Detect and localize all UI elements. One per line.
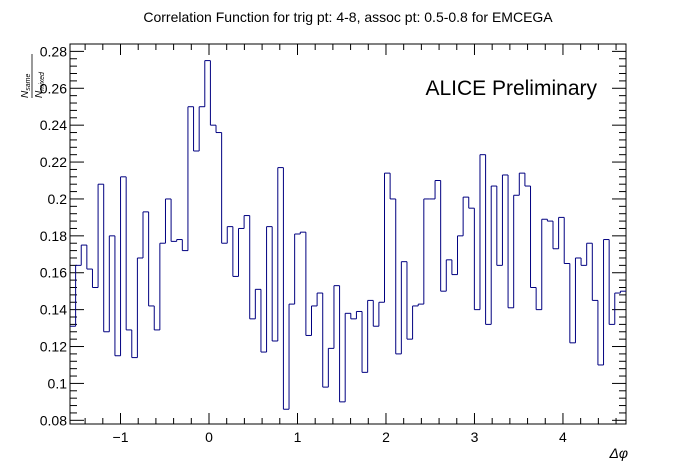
y-tick-label: 0.28 — [40, 43, 67, 59]
y-tick-label: 0.26 — [40, 80, 67, 96]
x-tick-label: 4 — [559, 429, 567, 445]
y-axis-title-numerator: Nsame — [20, 74, 32, 98]
y-tick-label: 0.24 — [40, 117, 67, 133]
y-title-den-symbol: N — [34, 90, 45, 98]
y-tick-label: 0.08 — [40, 412, 67, 428]
y-tick-label: 0.12 — [40, 339, 67, 355]
y-title-num-subscript: same — [25, 74, 32, 91]
y-tick-label: 0.1 — [48, 375, 68, 391]
y-tick-label: 0.18 — [40, 228, 67, 244]
x-tick-label: −1 — [113, 429, 129, 445]
chart-title: Correlation Function for trig pt: 4-8, a… — [143, 9, 553, 25]
y-title-num-symbol: N — [20, 90, 31, 98]
y-tick-label: 0.2 — [48, 191, 68, 207]
alice-preliminary-label: ALICE Preliminary — [425, 77, 597, 100]
x-tick-label: 3 — [471, 429, 479, 445]
y-tick-label: 0.16 — [40, 265, 67, 281]
plot-frame — [69, 43, 627, 425]
y-tick-label: 0.22 — [40, 154, 67, 170]
x-tick-label: 0 — [205, 429, 213, 445]
y-axis-title: Nsame Nmixed — [20, 54, 46, 98]
x-axis-title: Δφ — [608, 445, 628, 461]
x-tick-label: 2 — [382, 429, 390, 445]
y-tick-label: 0.14 — [40, 302, 67, 318]
x-tick-label: 1 — [294, 429, 302, 445]
y-title-den-subscript: mixed — [39, 71, 46, 91]
y-axis-title-denominator: Nmixed — [34, 71, 46, 98]
